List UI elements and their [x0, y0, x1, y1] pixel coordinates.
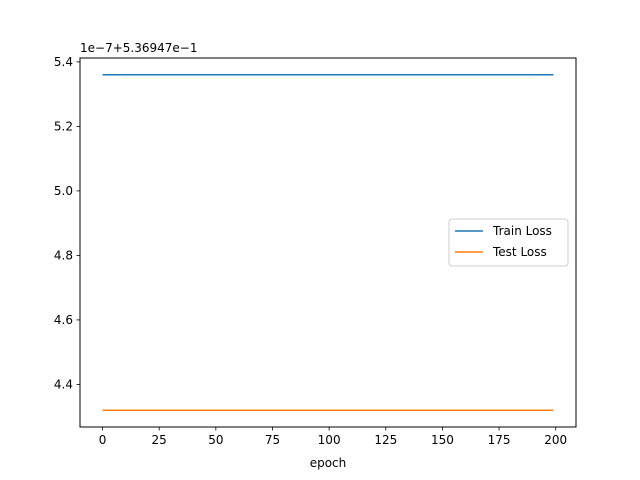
x-tick-label: 0: [99, 433, 107, 447]
legend: Train Loss Test Loss: [448, 218, 569, 267]
series-layer: [102, 74, 554, 411]
x-tick-label: 75: [265, 433, 280, 447]
y-tick-label: 5.0: [54, 184, 73, 198]
x-tick-label: 175: [488, 433, 511, 447]
legend-label: Test Loss: [492, 245, 547, 259]
x-tick-label: 150: [431, 433, 454, 447]
x-tick-label: 200: [544, 433, 567, 447]
legend-label: Train Loss: [492, 224, 552, 238]
y-tick-label: 4.6: [54, 313, 73, 327]
x-axis-label: epoch: [310, 456, 347, 470]
y-axis: 4.4 4.6 4.8 5.0 5.2 5.4: [54, 55, 80, 391]
x-tick-label: 50: [208, 433, 223, 447]
y-tick-label: 4.8: [54, 248, 73, 262]
y-tick-label: 5.4: [54, 55, 73, 69]
x-tick-label: 100: [318, 433, 341, 447]
y-tick-label: 4.4: [54, 377, 73, 391]
x-tick-label: 25: [152, 433, 167, 447]
plot-area-frame: [79, 57, 577, 428]
y-tick-label: 5.2: [54, 119, 73, 133]
y-axis-offset-label: 1e−7+5.36947e−1: [80, 41, 197, 55]
x-axis: 0 25 50 75 100 125 150 175 200: [99, 427, 567, 447]
x-tick-label: 125: [374, 433, 397, 447]
